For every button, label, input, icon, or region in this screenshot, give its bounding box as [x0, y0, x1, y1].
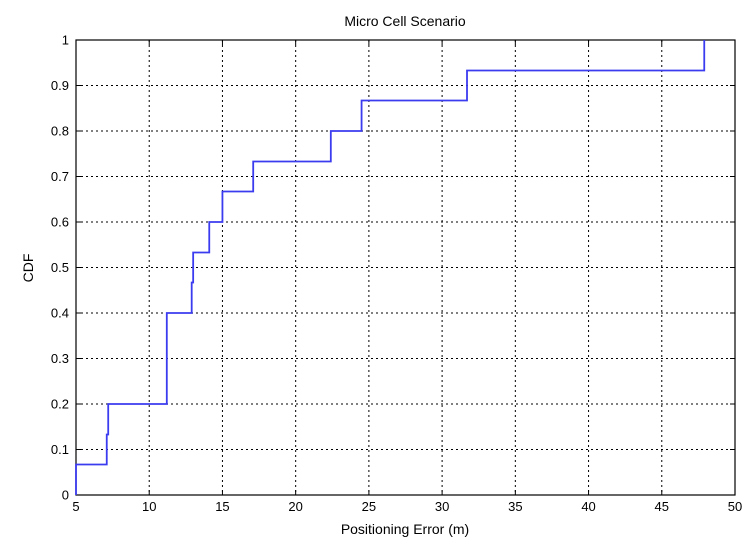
x-tick-labels: 5 10 15 20 25 30 35 40 45 50 — [72, 499, 742, 514]
x-tick-label: 20 — [288, 499, 302, 514]
plot-frame — [75, 39, 736, 496]
y-tick-label: 0.8 — [51, 124, 69, 139]
x-tick-label: 25 — [362, 499, 376, 514]
x-tick-label: 5 — [72, 499, 79, 514]
grid-lines — [76, 40, 735, 495]
cdf-series-line — [75, 40, 706, 495]
y-tick-label: 0 — [62, 488, 69, 503]
y-tick-label: 1 — [62, 33, 69, 48]
y-tick-labels: 0 0.1 0.2 0.3 0.4 0.5 0.6 0.7 0.8 0.9 1 — [51, 33, 69, 503]
y-tick-label: 0.1 — [51, 442, 69, 457]
y-tick-label: 0.4 — [51, 306, 69, 321]
y-tick-label: 0.5 — [51, 260, 69, 275]
y-tick-label: 0.2 — [51, 397, 69, 412]
y-tick-label: 0.6 — [51, 215, 69, 230]
x-axis-label: Positioning Error (m) — [341, 521, 469, 537]
x-tick-label: 45 — [655, 499, 669, 514]
y-tick-label: 0.9 — [51, 78, 69, 93]
y-tick-label: 0.7 — [51, 169, 69, 184]
axis-ticks — [75, 39, 736, 496]
x-tick-label: 15 — [215, 499, 229, 514]
x-tick-label: 30 — [435, 499, 449, 514]
y-tick-label: 0.3 — [51, 351, 69, 366]
chart-title: Micro Cell Scenario — [344, 13, 466, 29]
y-axis-label: CDF — [20, 254, 36, 283]
x-tick-label: 40 — [581, 499, 595, 514]
x-tick-label: 50 — [728, 499, 742, 514]
x-tick-label: 35 — [508, 499, 522, 514]
x-tick-label: 10 — [142, 499, 156, 514]
